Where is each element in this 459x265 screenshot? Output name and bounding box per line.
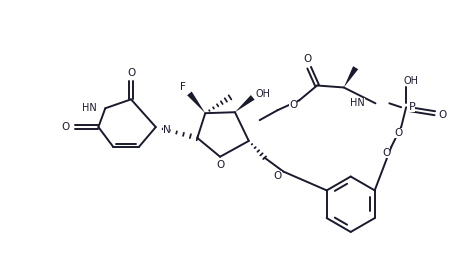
Text: HN: HN	[82, 103, 96, 113]
Text: F: F	[179, 82, 185, 92]
Text: O: O	[394, 128, 403, 138]
Text: O: O	[274, 171, 282, 180]
Text: OH: OH	[403, 76, 419, 86]
Text: P: P	[409, 102, 415, 112]
Text: O: O	[127, 68, 135, 78]
Text: HN: HN	[350, 98, 364, 108]
Polygon shape	[344, 66, 358, 87]
Text: N: N	[162, 125, 170, 135]
Polygon shape	[235, 95, 255, 112]
Text: O: O	[439, 110, 447, 120]
Text: O: O	[62, 122, 70, 132]
Text: O: O	[303, 54, 311, 64]
Polygon shape	[187, 92, 205, 113]
Text: O: O	[216, 160, 224, 170]
Text: O: O	[382, 148, 391, 158]
Text: O: O	[289, 100, 297, 110]
Text: OH: OH	[255, 89, 270, 99]
